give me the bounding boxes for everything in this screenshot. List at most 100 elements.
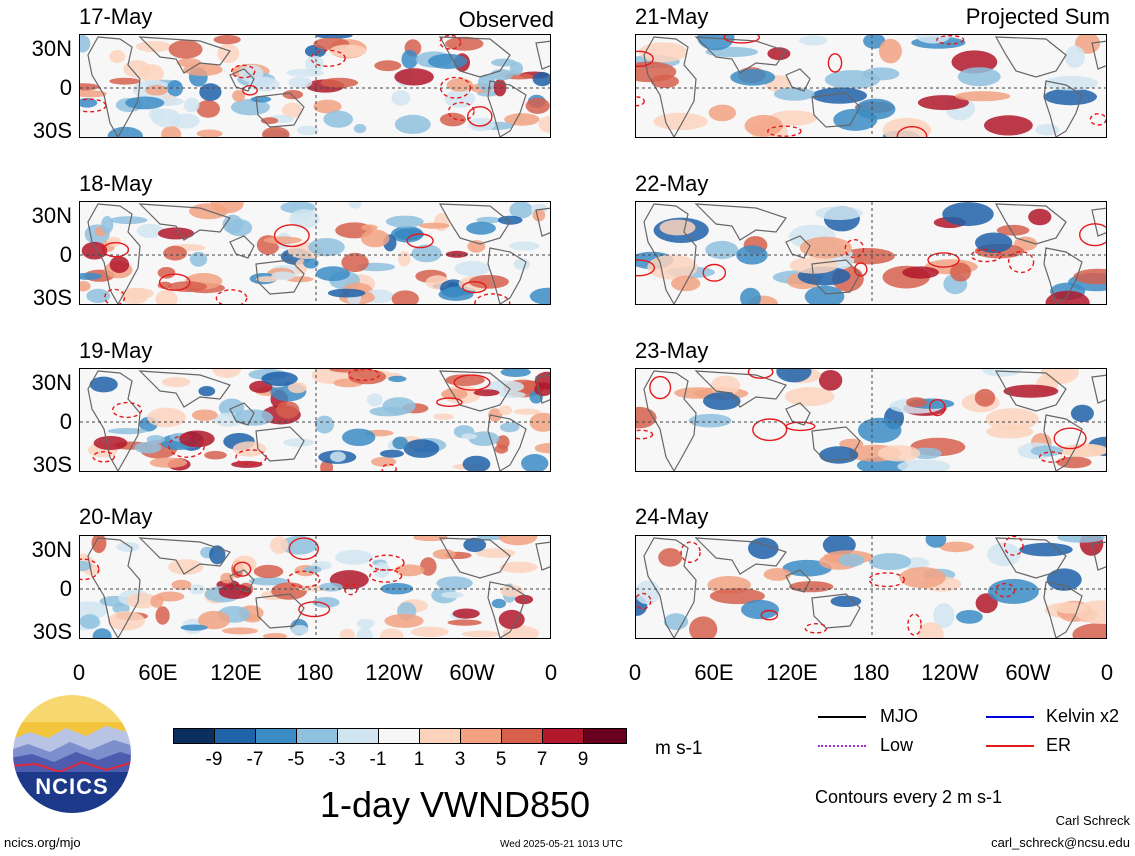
anomaly-blob [468,117,495,132]
er-contour [702,263,727,282]
observed-date-1: 17-May [79,4,153,29]
anomaly-blob [222,627,258,635]
anomaly-blob [248,577,289,586]
projected-date-3: 23-May [635,338,709,363]
anomaly-blob [1019,542,1073,557]
legend-label-mjo: MJO [880,706,918,726]
anomaly-blob [134,441,162,454]
er-contour [368,554,405,571]
footer-timestamp: Wed 2025-05-21 1013 UTC [500,839,623,850]
anomaly-blob [1044,75,1098,91]
coastline [1091,40,1106,70]
anomaly-blob [703,392,741,411]
coastline [643,203,697,304]
er-contour [1038,451,1066,463]
colorbar-box-9 [501,728,543,744]
anomaly-blob [109,50,126,63]
coastline [87,537,141,638]
coastline [255,92,305,128]
anomaly-blob [636,580,661,605]
anomaly-blob [135,41,172,52]
er-contour [273,224,310,248]
lon-label-right-60e: 60E [694,660,734,685]
er-contour [310,49,346,67]
anomaly-blob [401,49,419,69]
anomaly-blob [348,202,362,209]
anomaly-blob [391,90,411,106]
coastline [87,36,141,137]
ncics-logo: NCICS [10,692,134,816]
coastline [811,593,861,629]
lat-label-30n-row2: 30N [31,203,72,228]
anomaly-blob [957,67,1001,87]
lon-label-left-0e: 0 [544,660,558,685]
anomaly-blob [86,288,111,303]
anomaly-blob [168,559,204,575]
er-contour [111,401,143,419]
er-contour [752,418,788,442]
colorbar-label-p5: 5 [495,749,507,770]
colorbar-units: m s-1 [655,738,703,759]
er-contour [994,582,1016,598]
anomaly-blob [974,388,996,407]
anomaly-blob [199,83,222,101]
colorbar-label-m7: -7 [246,749,264,770]
anomaly-blob [824,70,880,90]
er-contour [215,289,248,304]
coastline [487,581,527,638]
lon-label-left-60w: 60W [449,660,495,685]
anomaly-blob [636,406,657,429]
coastline [87,370,141,471]
anomaly-blob [500,369,531,377]
anomaly-blob [538,116,550,133]
anomaly-blob [271,582,307,600]
anomaly-blob [80,281,91,292]
coastline [229,569,255,593]
er-contour [466,106,493,127]
anomaly-blob [297,125,319,136]
footer-url: ncics.org/mjo [4,835,81,850]
anomaly-blob [329,44,367,58]
anomaly-blob [147,407,186,428]
anomaly-blob [270,536,289,554]
er-contour [242,85,258,96]
coastline [1091,374,1106,404]
er-contour [636,50,654,67]
anomaly-blob [155,289,178,304]
er-contour [1003,536,1024,556]
map-graphic [80,369,550,471]
lat-label-30s-row2: 30S [32,285,72,310]
coastline [1091,207,1106,237]
coastline [438,36,511,78]
anomaly-blob [638,42,688,63]
anomaly-blob [830,595,862,607]
anomaly-blob [1059,444,1106,458]
anomaly-blob [261,371,298,386]
observed-date-2: 18-May [79,171,153,196]
anomaly-blob [291,625,309,635]
anomaly-blob [986,424,1034,439]
projected-date-4: 24-May [635,504,709,529]
lon-label-right-120w: 120W [921,660,979,685]
er-contour [936,35,965,45]
anomaly-blob [209,545,226,565]
map-graphic [636,536,1106,638]
coastline [694,537,787,575]
lon-label-left-120e: 120E [210,660,262,685]
projected-date-1: 21-May [635,4,709,29]
anomaly-blob [1045,290,1090,304]
anomaly-blob [89,376,118,393]
legend-line-mjo [818,716,866,718]
lon-label-left-60e: 60E [138,660,178,685]
anomaly-blob [80,35,91,53]
colorbar-box-3 [255,728,297,744]
anomaly-blob [710,375,741,396]
anomaly-blob [232,441,267,457]
anomaly-blob [987,542,1021,567]
anomaly-blob [521,454,549,471]
anomaly-blob [327,288,366,298]
er-contour [804,623,828,634]
er-contour [927,252,960,268]
anomaly-blob [705,240,739,260]
anomaly-blob [461,433,477,440]
